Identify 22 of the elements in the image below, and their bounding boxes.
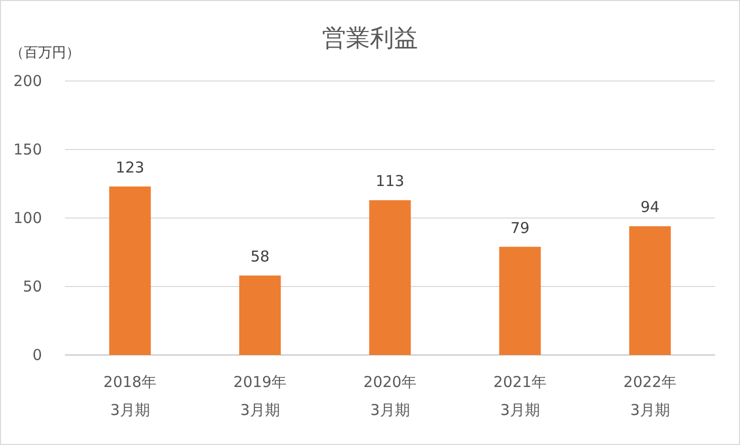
y-tick-label: 200 (13, 72, 42, 90)
chart-title: 営業利益 (322, 24, 418, 52)
data-label: 123 (116, 158, 144, 176)
x-tick-label: 2019年 3月期 (233, 373, 287, 419)
y-tick-label: 150 (13, 140, 42, 158)
y-axis-title: （百万円） (10, 45, 80, 61)
y-tick-label: 0 (32, 346, 42, 364)
bar (109, 186, 151, 355)
data-label: 58 (250, 248, 270, 266)
x-tick-label: 2018年 3月期 (103, 373, 157, 419)
bar (239, 276, 281, 355)
data-label: 79 (510, 218, 530, 237)
data-label: 113 (376, 172, 404, 190)
x-tick-label: 2022年 3月期 (623, 373, 677, 419)
bar (499, 246, 541, 355)
x-tick-label: 2020年 3月期 (363, 373, 417, 419)
bar (369, 200, 411, 355)
y-tick-label: 50 (22, 278, 42, 296)
x-tick-label: 2021年 3月期 (493, 373, 547, 419)
data-label: 94 (640, 198, 660, 216)
bar (629, 226, 671, 355)
y-tick-label: 100 (13, 209, 42, 227)
